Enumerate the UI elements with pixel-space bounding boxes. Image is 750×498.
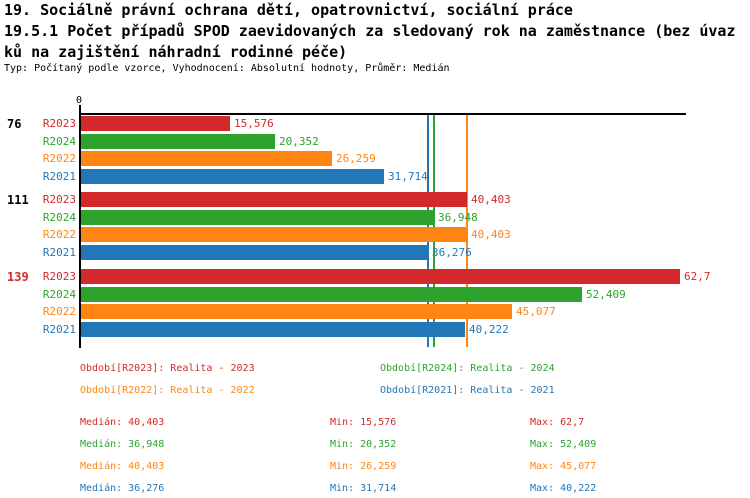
legend-item-r2024: Období[R2024]: Realita - 2024 <box>380 363 555 374</box>
bar-111-r2023 <box>81 192 467 207</box>
x-axis-line <box>79 113 686 115</box>
bar-139-r2021 <box>81 322 465 337</box>
legend-item-r2021: Období[R2021]: Realita - 2021 <box>380 385 555 396</box>
chart-title-line-3: ků na zajištění náhradní rodinné péče) <box>4 43 348 61</box>
legend-item-r2023: Období[R2023]: Realita - 2023 <box>80 363 255 374</box>
bar-value-139-r2024: 52,409 <box>586 288 626 301</box>
stat-max-r2023: Max: 62,7 <box>530 417 585 428</box>
stat-min-r2022: Min: 26,259 <box>330 461 397 472</box>
legend-item-r2022: Období[R2022]: Realita - 2022 <box>80 385 255 396</box>
stat-median-r2022: Medián: 40,403 <box>80 461 165 472</box>
bar-139-r2024 <box>81 287 582 302</box>
bar-value-76-r2021: 31,714 <box>388 170 428 183</box>
bar-value-139-r2023: 62,7 <box>684 270 711 283</box>
y-axis-line <box>79 105 81 348</box>
bar-value-139-r2022: 45,077 <box>516 305 556 318</box>
chart-subtitle: Typ: Počítaný podle vzorce, Vyhodnocení:… <box>4 63 450 74</box>
stat-min-r2024: Min: 20,352 <box>330 439 397 450</box>
x-axis-origin-label: 0 <box>76 95 83 106</box>
bar-139-r2022 <box>81 304 512 319</box>
bar-series-label-139-r2022: R2022 <box>42 305 76 318</box>
bar-value-111-r2022: 40,403 <box>471 228 511 241</box>
bar-111-r2021 <box>81 245 428 260</box>
bar-value-76-r2024: 20,352 <box>279 135 319 148</box>
bar-111-r2022 <box>81 227 467 242</box>
stat-median-r2023: Medián: 40,403 <box>80 417 165 428</box>
median-line-r2022 <box>466 115 468 347</box>
bar-76-r2024 <box>81 134 275 149</box>
bar-series-label-111-r2021: R2021 <box>42 246 76 259</box>
group-label-139: 139 <box>7 270 29 284</box>
bar-139-r2023 <box>81 269 680 284</box>
group-label-111: 111 <box>7 193 29 207</box>
stat-max-r2022: Max: 45,077 <box>530 461 597 472</box>
bar-series-label-76-r2021: R2021 <box>42 170 76 183</box>
stat-min-r2021: Min: 31,714 <box>330 483 397 494</box>
bar-value-111-r2024: 36,948 <box>438 211 478 224</box>
stat-max-r2021: Max: 40,222 <box>530 483 597 494</box>
bar-76-r2022 <box>81 151 332 166</box>
stat-max-r2024: Max: 52,409 <box>530 439 597 450</box>
bar-series-label-111-r2023: R2023 <box>42 193 76 206</box>
bar-series-label-139-r2024: R2024 <box>42 288 76 301</box>
bar-series-label-76-r2024: R2024 <box>42 135 76 148</box>
stat-median-r2021: Medián: 36,276 <box>80 483 165 494</box>
bar-value-76-r2022: 26,259 <box>336 152 376 165</box>
bar-value-76-r2023: 15,576 <box>234 117 274 130</box>
bar-111-r2024 <box>81 210 434 225</box>
bar-series-label-111-r2024: R2024 <box>42 211 76 224</box>
bar-series-label-76-r2022: R2022 <box>42 152 76 165</box>
bar-value-111-r2023: 40,403 <box>471 193 511 206</box>
bar-series-label-111-r2022: R2022 <box>42 228 76 241</box>
bar-76-r2021 <box>81 169 384 184</box>
bar-value-139-r2021: 40,222 <box>469 323 509 336</box>
chart-title-line-2: 19.5.1 Počet případů SPOD zaevidovaných … <box>4 22 736 40</box>
bar-series-label-139-r2021: R2021 <box>42 323 76 336</box>
stat-min-r2023: Min: 15,576 <box>330 417 397 428</box>
bar-76-r2023 <box>81 116 230 131</box>
chart-title-line-1: 19. Sociálně právní ochrana dětí, opatro… <box>4 1 573 19</box>
bar-series-label-76-r2023: R2023 <box>42 117 76 130</box>
bar-series-label-139-r2023: R2023 <box>42 270 76 283</box>
bar-value-111-r2021: 36,276 <box>432 246 472 259</box>
group-label-76: 76 <box>7 117 22 131</box>
stat-median-r2024: Medián: 36,948 <box>80 439 165 450</box>
